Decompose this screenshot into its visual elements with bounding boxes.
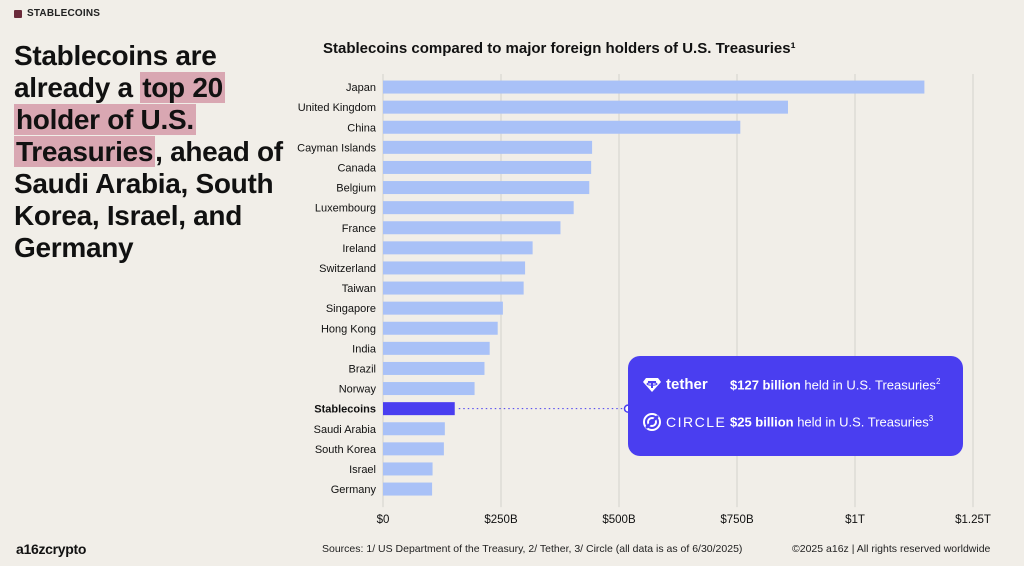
bar: [383, 321, 498, 335]
category-label: Saudi Arabia: [314, 424, 377, 436]
category-label: Germany: [331, 484, 377, 496]
category-label: South Korea: [315, 444, 377, 456]
x-tick-label: $0: [377, 514, 390, 526]
tag-label: STABLECOINS: [27, 8, 101, 19]
bar: [383, 301, 503, 315]
bar: [383, 120, 741, 134]
category-label: Belgium: [336, 183, 376, 195]
circle-brand: CIRCLE: [642, 412, 730, 432]
bar: [383, 382, 475, 396]
circle-logo-icon: [643, 413, 661, 431]
bar: [383, 80, 925, 94]
circle-row: CIRCLE $25 billion held in U.S. Treasuri…: [642, 412, 933, 432]
tether-footnote: 2: [935, 376, 941, 386]
category-label: France: [342, 223, 376, 235]
headline-highlight: top 20 holder of U.S. Treasuries: [14, 72, 225, 167]
tether-logo-icon: [643, 377, 661, 392]
category-label: Stablecoins: [314, 404, 376, 416]
tag-square-icon: [14, 9, 22, 18]
sources-note: Sources: 1/ US Department of the Treasur…: [322, 543, 743, 555]
category-label: Israel: [349, 464, 376, 476]
category-label: Switzerland: [319, 263, 376, 275]
headline-post: , ahead of Saudi Arabia, South Korea, Is…: [14, 136, 283, 263]
circle-holdings: $25 billion held in U.S. Treasuries3: [730, 414, 933, 429]
bar: [383, 482, 433, 496]
tether-holdings: $127 billion held in U.S. Treasuries2: [730, 377, 940, 392]
headline-pre: Stablecoins are already a: [14, 40, 217, 103]
category-label: Hong Kong: [321, 323, 376, 335]
tether-row: tether $127 billion held in U.S. Treasur…: [642, 376, 940, 393]
section-tag: STABLECOINS: [14, 8, 100, 19]
category-label: Taiwan: [342, 283, 376, 295]
x-tick-label: $500B: [602, 514, 636, 526]
bar: [383, 281, 524, 295]
stablecoin-callout: tether $127 billion held in U.S. Treasur…: [628, 356, 963, 456]
circle-name: CIRCLE: [666, 414, 727, 430]
category-label: Brazil: [348, 363, 376, 375]
x-tick-label: $1T: [845, 514, 865, 526]
x-tick-label: $250B: [484, 514, 518, 526]
bar-highlight: [383, 402, 455, 416]
category-label: Singapore: [326, 303, 376, 315]
tether-amount: $127 billion: [730, 377, 801, 393]
bar: [383, 341, 490, 355]
a16zcrypto-logo: a16zcrypto: [16, 541, 87, 557]
bar: [383, 201, 574, 215]
category-label: India: [352, 343, 377, 355]
category-label: Ireland: [342, 243, 376, 255]
bar: [383, 181, 590, 195]
circle-text: held in U.S. Treasuries: [793, 414, 929, 430]
bar: [383, 241, 533, 255]
tether-name: tether: [666, 376, 708, 393]
category-label: Cayman Islands: [297, 142, 376, 154]
circle-footnote: 3: [928, 414, 934, 424]
bar: [383, 361, 485, 375]
category-label: Luxembourg: [315, 203, 376, 215]
x-tick-label: $1.25T: [955, 514, 991, 526]
category-label: Canada: [337, 162, 376, 174]
bar: [383, 100, 788, 114]
bar: [383, 442, 444, 456]
bar: [383, 140, 593, 154]
bar: [383, 422, 445, 436]
tether-text: held in U.S. Treasuries: [800, 377, 936, 393]
category-label: United Kingdom: [298, 102, 376, 114]
bar: [383, 462, 433, 476]
category-label: Norway: [339, 384, 377, 396]
bar: [383, 261, 526, 275]
headline: Stablecoins are already a top 20 holder …: [14, 40, 284, 264]
chart-title: Stablecoins compared to major foreign ho…: [323, 40, 796, 57]
category-label: China: [347, 122, 377, 134]
category-label: Japan: [346, 82, 376, 94]
bar: [383, 221, 561, 235]
tether-brand: tether: [642, 376, 730, 393]
bar: [383, 160, 592, 174]
circle-amount: $25 billion: [730, 414, 794, 430]
x-tick-label: $750B: [720, 514, 754, 526]
copyright-note: ©2025 a16z | All rights reserved worldwi…: [792, 543, 991, 555]
